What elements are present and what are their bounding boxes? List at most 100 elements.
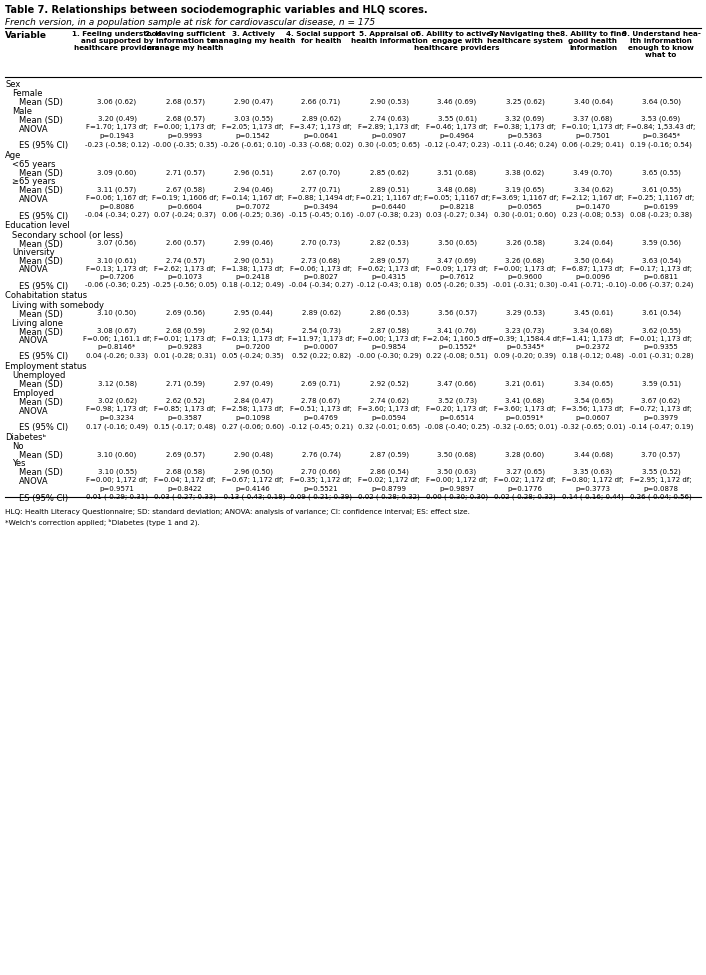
Text: ANOVA: ANOVA	[19, 265, 49, 275]
Text: 3.03 (0.55): 3.03 (0.55)	[234, 116, 273, 123]
Text: F=0.00; 1,173 df;: F=0.00; 1,173 df;	[494, 265, 556, 271]
Text: 2.86 (0.53): 2.86 (0.53)	[369, 310, 409, 317]
Text: -0.12 (-0.43; 0.18): -0.12 (-0.43; 0.18)	[357, 282, 421, 289]
Text: 2.66 (0.71): 2.66 (0.71)	[301, 98, 340, 105]
Text: p=0.9600: p=0.9600	[508, 274, 542, 280]
Text: Mean (SD): Mean (SD)	[19, 98, 63, 107]
Text: F=0.00; 1,173 df;: F=0.00; 1,173 df;	[358, 336, 420, 342]
Text: p=0.5345*: p=0.5345*	[506, 344, 544, 350]
Text: -0.15 (-0.45; 0.16): -0.15 (-0.45; 0.16)	[289, 212, 353, 218]
Text: 2.68 (0.57): 2.68 (0.57)	[165, 116, 205, 123]
Text: 2.74 (0.63): 2.74 (0.63)	[369, 116, 409, 123]
Text: -0.00 (-0.35; 0.35): -0.00 (-0.35; 0.35)	[152, 141, 217, 147]
Text: 0.09 (-0.21; 0.39): 0.09 (-0.21; 0.39)	[290, 493, 352, 500]
Text: 3.20 (0.49): 3.20 (0.49)	[97, 116, 136, 123]
Text: 3.24 (0.64): 3.24 (0.64)	[573, 240, 612, 246]
Text: 3.56 (0.57): 3.56 (0.57)	[438, 310, 477, 317]
Text: 2.70 (0.66): 2.70 (0.66)	[301, 469, 340, 475]
Text: -0.00 (-0.30; 0.29): -0.00 (-0.30; 0.29)	[357, 353, 421, 359]
Text: F=3.60; 1,173 df;: F=3.60; 1,173 df;	[358, 407, 420, 412]
Text: Cohabitation status: Cohabitation status	[5, 292, 87, 300]
Text: -0.04 (-0.34; 0.27): -0.04 (-0.34; 0.27)	[289, 282, 353, 289]
Text: 2.95 (0.44): 2.95 (0.44)	[234, 310, 273, 317]
Text: ≥65 years: ≥65 years	[12, 177, 56, 186]
Text: 3.50 (0.63): 3.50 (0.63)	[438, 469, 477, 475]
Text: 2.71 (0.57): 2.71 (0.57)	[165, 169, 205, 176]
Text: p=0.9571: p=0.9571	[100, 486, 134, 491]
Text: 0.52 (0.22; 0.82): 0.52 (0.22; 0.82)	[292, 353, 350, 359]
Text: 2.67 (0.58): 2.67 (0.58)	[165, 186, 205, 193]
Text: 0.22 (-0.08; 0.51): 0.22 (-0.08; 0.51)	[426, 353, 488, 359]
Text: Living alone: Living alone	[12, 319, 63, 328]
Text: p=0.9283: p=0.9283	[167, 344, 203, 350]
Text: -0.01 (-0.31; 0.28): -0.01 (-0.31; 0.28)	[629, 353, 693, 359]
Text: 3.62 (0.55): 3.62 (0.55)	[642, 328, 681, 334]
Text: 2.73 (0.68): 2.73 (0.68)	[301, 257, 340, 263]
Text: 3.67 (0.62): 3.67 (0.62)	[642, 398, 681, 405]
Text: p=0.6514: p=0.6514	[440, 415, 474, 421]
Text: 2.90 (0.47): 2.90 (0.47)	[234, 98, 273, 105]
Text: Mean (SD): Mean (SD)	[19, 186, 63, 196]
Text: Female: Female	[12, 90, 42, 98]
Text: F=0.67; 1,172 df;: F=0.67; 1,172 df;	[222, 477, 284, 483]
Text: 3.46 (0.69): 3.46 (0.69)	[438, 98, 477, 105]
Text: p=0.1073: p=0.1073	[167, 274, 203, 280]
Text: p=0.1552*: p=0.1552*	[438, 344, 476, 350]
Text: 2.62 (0.52): 2.62 (0.52)	[166, 398, 204, 405]
Text: p=0.0907: p=0.0907	[371, 133, 407, 139]
Text: 3.12 (0.58): 3.12 (0.58)	[97, 380, 136, 387]
Text: 2.69 (0.56): 2.69 (0.56)	[165, 310, 205, 317]
Text: 3.06 (0.62): 3.06 (0.62)	[97, 98, 136, 105]
Text: p=0.0096: p=0.0096	[575, 274, 611, 280]
Text: 3.27 (0.65): 3.27 (0.65)	[505, 469, 544, 475]
Text: 3.47 (0.66): 3.47 (0.66)	[438, 380, 477, 387]
Text: 3.61 (0.55): 3.61 (0.55)	[642, 186, 681, 193]
Text: F=0.98; 1,173 df;: F=0.98; 1,173 df;	[86, 407, 148, 412]
Text: F=3.69; 1,1167 df;: F=3.69; 1,1167 df;	[492, 195, 558, 201]
Text: Mean (SD): Mean (SD)	[19, 240, 63, 249]
Text: Mean (SD): Mean (SD)	[19, 257, 63, 266]
Text: 0.27 (-0.06; 0.60): 0.27 (-0.06; 0.60)	[222, 423, 284, 430]
Text: 2.92 (0.52): 2.92 (0.52)	[370, 380, 408, 387]
Text: F=2.58; 1,173 df;: F=2.58; 1,173 df;	[222, 407, 284, 412]
Text: p=0.1470: p=0.1470	[575, 204, 611, 210]
Text: 0.23 (-0.08; 0.53): 0.23 (-0.08; 0.53)	[562, 212, 624, 218]
Text: 0.00 (-0.30; 0.30): 0.00 (-0.30; 0.30)	[426, 493, 488, 500]
Text: 0.14 (-0.16; 0.44): 0.14 (-0.16; 0.44)	[562, 493, 624, 500]
Text: 3.51 (0.68): 3.51 (0.68)	[438, 169, 477, 176]
Text: 2.86 (0.54): 2.86 (0.54)	[369, 469, 409, 475]
Text: 2.89 (0.51): 2.89 (0.51)	[369, 186, 409, 193]
Text: 3.54 (0.65): 3.54 (0.65)	[573, 398, 612, 405]
Text: 3.49 (0.70): 3.49 (0.70)	[573, 169, 613, 176]
Text: 9. Understand hea-
lth information
enough to know
what to: 9. Understand hea- lth information enoug…	[621, 31, 700, 58]
Text: p=0.0607: p=0.0607	[575, 415, 611, 421]
Text: F=2.05; 1,173 df;: F=2.05; 1,173 df;	[222, 125, 284, 131]
Text: F=2.62; 1,173 df;: F=2.62; 1,173 df;	[154, 265, 216, 271]
Text: F=0.06; 1,161.1 df;: F=0.06; 1,161.1 df;	[83, 336, 151, 342]
Text: p=0.1542: p=0.1542	[236, 133, 270, 139]
Text: -0.23 (-0.58; 0.12): -0.23 (-0.58; 0.12)	[85, 141, 149, 147]
Text: p=0.5363: p=0.5363	[508, 133, 542, 139]
Text: 2.68 (0.59): 2.68 (0.59)	[165, 328, 205, 334]
Text: 5. Appraisal of
health information: 5. Appraisal of health information	[351, 31, 427, 44]
Text: 0.15 (-0.17; 0.48): 0.15 (-0.17; 0.48)	[154, 423, 216, 430]
Text: 2.90 (0.48): 2.90 (0.48)	[234, 451, 273, 457]
Text: 3.61 (0.54): 3.61 (0.54)	[642, 310, 681, 317]
Text: 0.01 (-0.29; 0.31): 0.01 (-0.29; 0.31)	[86, 493, 148, 500]
Text: 2.67 (0.70): 2.67 (0.70)	[301, 169, 340, 176]
Text: Education level: Education level	[5, 221, 70, 230]
Text: 3.10 (0.50): 3.10 (0.50)	[97, 310, 136, 317]
Text: F=3.56; 1,173 df;: F=3.56; 1,173 df;	[562, 407, 624, 412]
Text: 2.74 (0.57): 2.74 (0.57)	[166, 257, 205, 263]
Text: p=0.8146*: p=0.8146*	[98, 344, 136, 350]
Text: 3.25 (0.62): 3.25 (0.62)	[505, 98, 544, 105]
Text: 3.34 (0.62): 3.34 (0.62)	[573, 186, 613, 193]
Text: 3.50 (0.65): 3.50 (0.65)	[438, 240, 477, 246]
Text: ANOVA: ANOVA	[19, 336, 49, 345]
Text: 3.55 (0.61): 3.55 (0.61)	[438, 116, 477, 123]
Text: 2.54 (0.73): 2.54 (0.73)	[301, 328, 340, 334]
Text: *Welch's correction applied; ᵇDiabetes (type 1 and 2).: *Welch's correction applied; ᵇDiabetes (…	[5, 518, 200, 526]
Text: 3.35 (0.63): 3.35 (0.63)	[573, 469, 613, 475]
Text: 7. Navigating the
healthcare system: 7. Navigating the healthcare system	[487, 31, 563, 44]
Text: p=0.6440: p=0.6440	[371, 204, 407, 210]
